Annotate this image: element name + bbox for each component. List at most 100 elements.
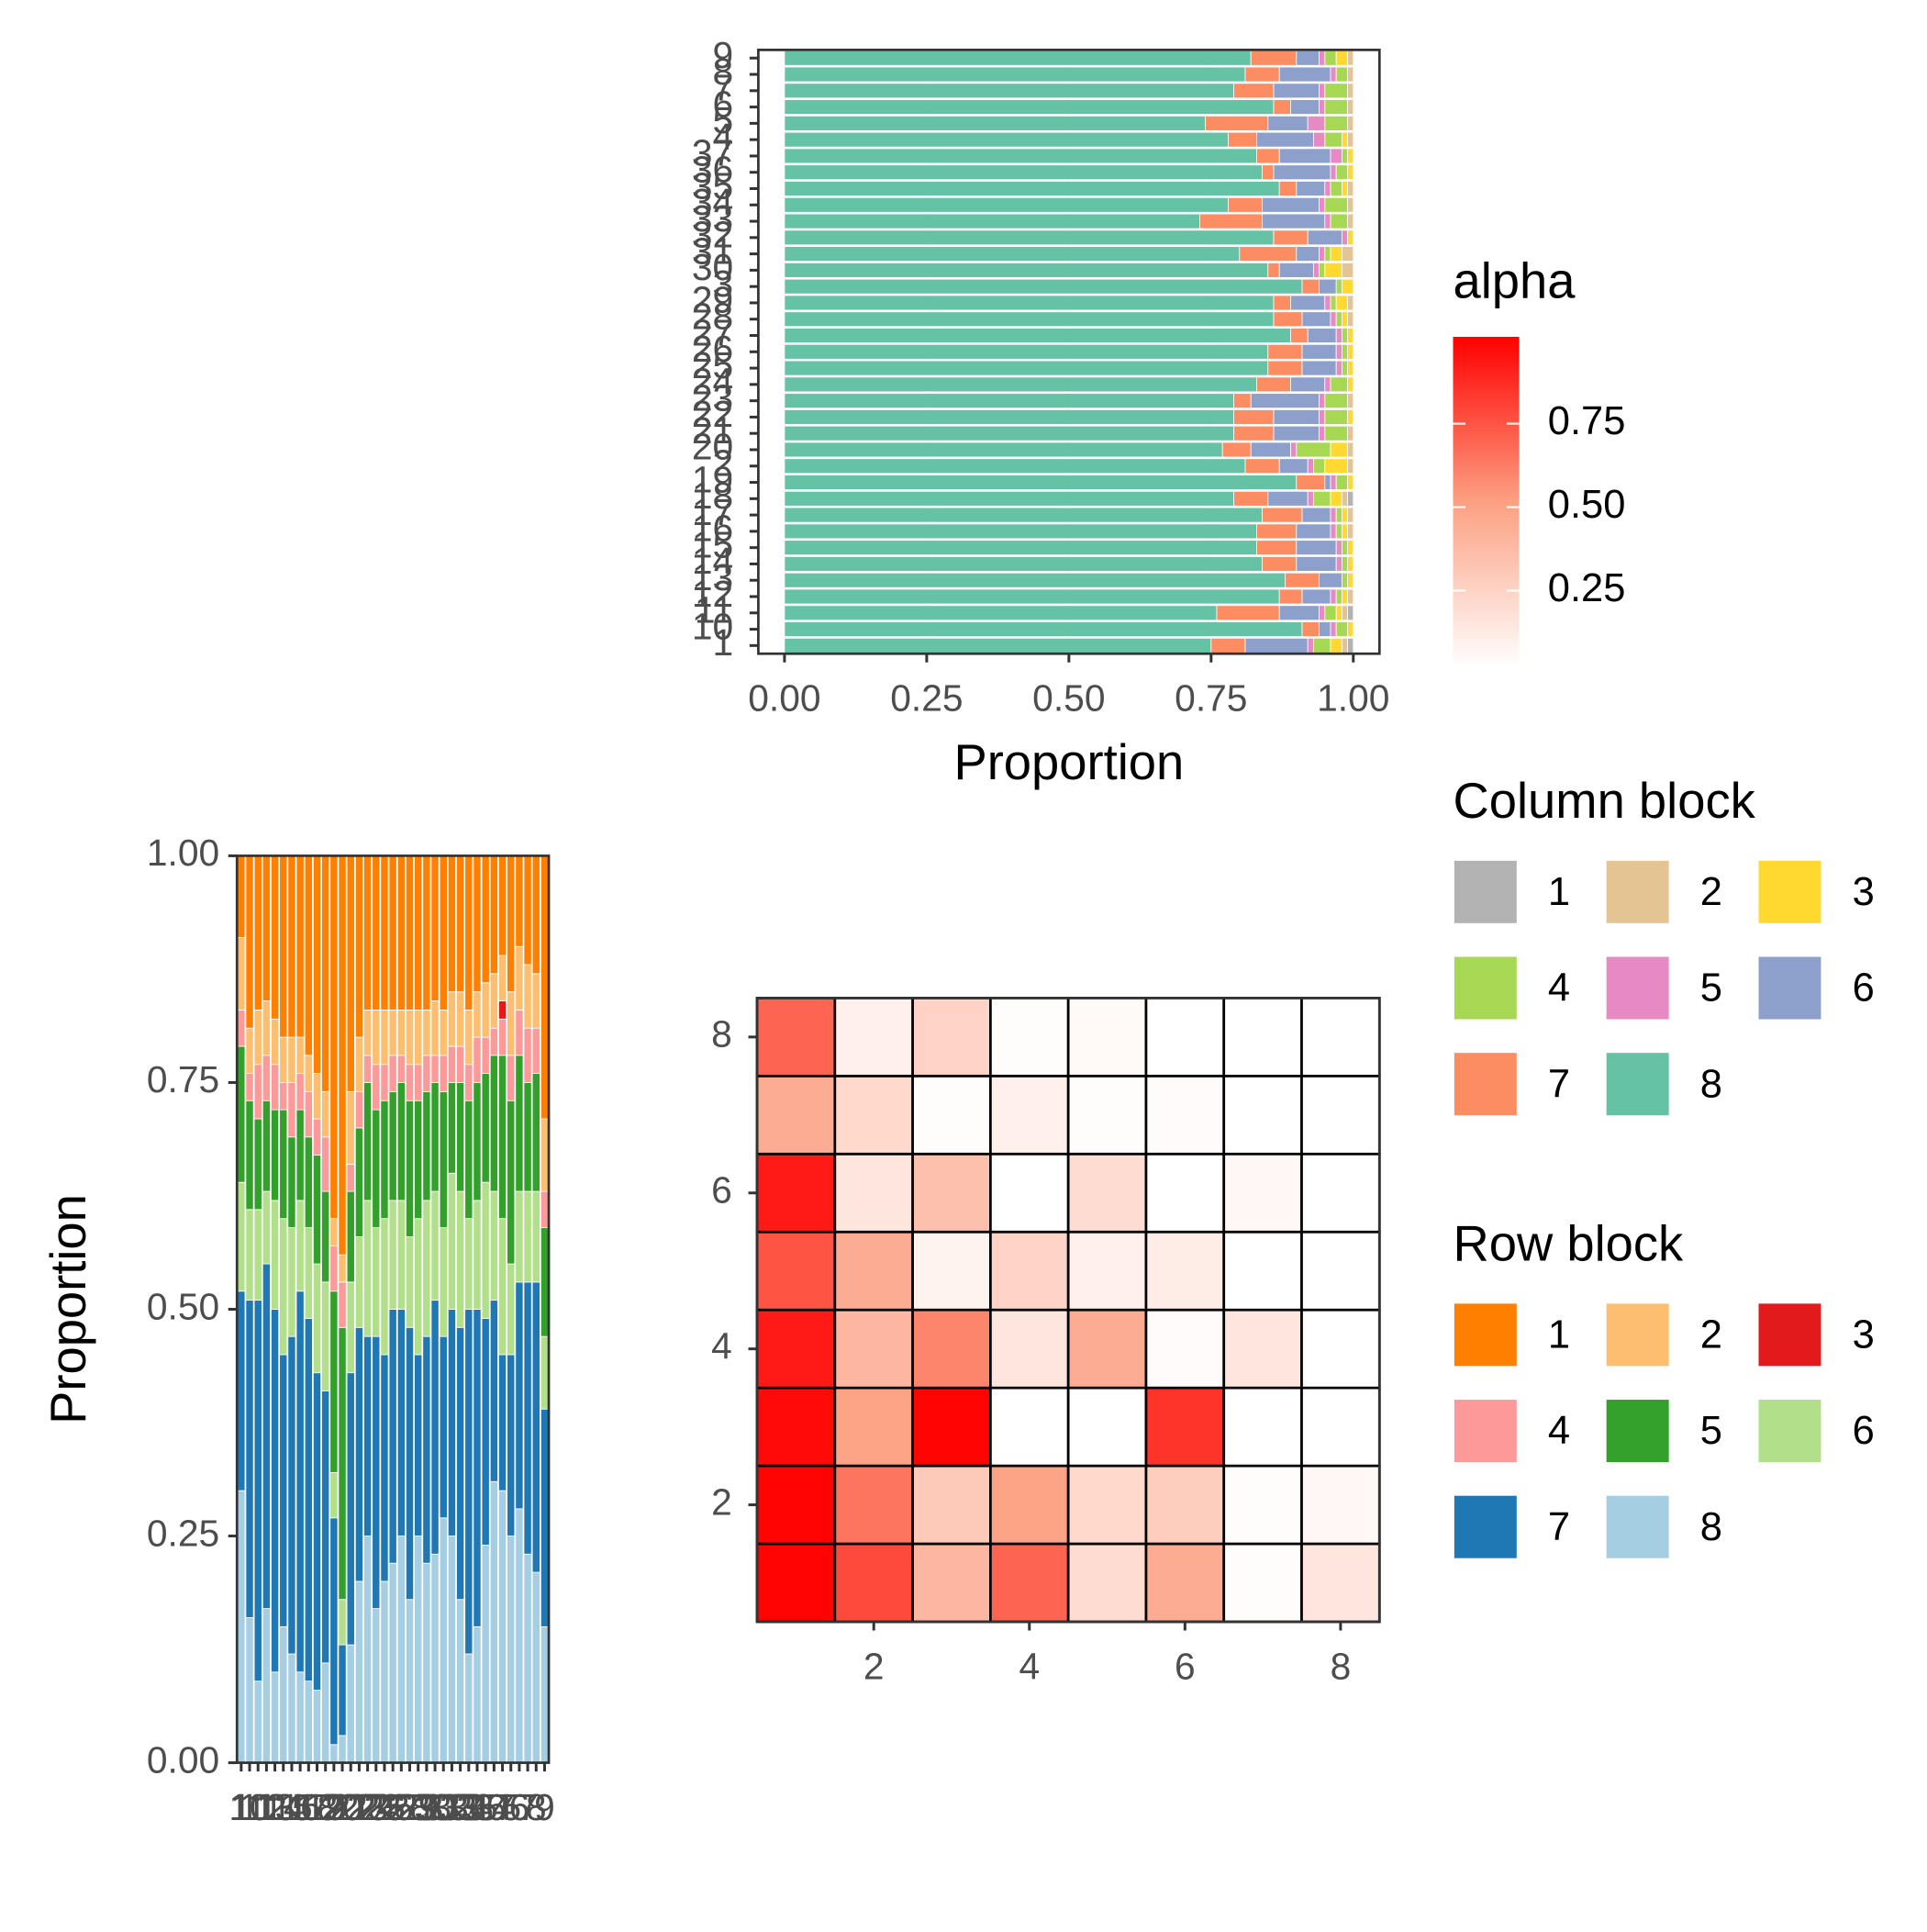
bar-segment <box>1324 376 1331 393</box>
bar-segment <box>237 1010 246 1047</box>
bar-segment <box>784 425 1235 441</box>
bar-segment <box>388 1200 397 1310</box>
y-tick-label: 36 <box>692 148 733 190</box>
bar-segment <box>372 1064 381 1111</box>
bar-segment <box>363 1335 373 1536</box>
bar-segment <box>1341 229 1348 246</box>
bar-segment <box>1307 115 1326 131</box>
bar-segment <box>245 1300 254 1618</box>
bar-segment <box>1324 181 1331 196</box>
legend-key <box>1758 1400 1821 1463</box>
bar-segment <box>1256 376 1292 393</box>
bar-segment <box>329 1218 339 1246</box>
bar-segment <box>245 1027 254 1074</box>
bar-segment <box>784 588 1280 605</box>
bar-segment <box>1347 164 1354 181</box>
bar-segment <box>338 1599 347 1646</box>
x-tick-label: 33 <box>440 1786 481 1828</box>
bar-segment <box>1347 148 1354 164</box>
bar-segment <box>464 1653 473 1763</box>
bar-segment <box>271 1064 280 1111</box>
legend-label: 1 <box>1548 870 1570 914</box>
bar-segment <box>253 855 262 1011</box>
bar-segment <box>237 1181 246 1292</box>
heat-cell <box>1066 1230 1148 1312</box>
heat-cell <box>1300 1152 1381 1234</box>
bar-segment <box>380 1218 389 1356</box>
heat-cell <box>833 1152 914 1234</box>
y-tick-label: 13 <box>692 556 733 598</box>
panel-border <box>235 854 551 1764</box>
bar-segment <box>414 1064 423 1101</box>
bar-segment <box>430 1000 440 1056</box>
heat-cell <box>1144 1308 1226 1390</box>
legend-key <box>1606 1303 1669 1367</box>
y-tick-label: 22 <box>692 393 733 435</box>
bar-segment <box>515 1190 524 1283</box>
bar-segment <box>1312 637 1331 653</box>
bar-segment <box>405 1010 415 1066</box>
x-tick-label: 0.75 <box>1175 677 1247 720</box>
bar-segment <box>321 1662 330 1763</box>
bar-segment <box>1301 360 1337 376</box>
x-tick-label: 22 <box>339 1786 380 1828</box>
colorbar-title: alpha <box>1453 252 1576 308</box>
bar-segment <box>1341 605 1348 621</box>
bar-segment <box>1262 556 1298 572</box>
bar-segment <box>515 855 524 947</box>
bar-segment <box>1307 637 1314 653</box>
bar-segment <box>456 1190 465 1328</box>
bar-segment <box>1335 507 1342 523</box>
bar-segment <box>396 855 406 1011</box>
bar-segment <box>245 855 254 1029</box>
bar-segment <box>1216 605 1280 621</box>
bar-segment <box>1256 540 1298 556</box>
bar-segment <box>498 855 507 956</box>
bar-segment <box>1273 311 1303 328</box>
bar-segment <box>784 99 1275 116</box>
heat-cell <box>833 1074 914 1156</box>
bar-segment <box>312 1155 322 1265</box>
y-tick-label: 8 <box>711 1013 732 1055</box>
bar-segment <box>515 1508 524 1763</box>
y-tick-label: 15 <box>692 523 733 565</box>
bar-segment <box>346 1372 355 1646</box>
bar-segment <box>388 1055 397 1092</box>
bar-segment <box>321 855 330 1092</box>
bar-segment <box>1233 425 1275 441</box>
bar-segment <box>1335 311 1342 328</box>
bar-segment <box>1278 148 1331 164</box>
bar-segment <box>1228 196 1264 213</box>
bar-segment <box>1319 425 1326 441</box>
y-tick-label: 25 <box>692 344 733 386</box>
bar-segment <box>1256 523 1298 540</box>
x-tick-label: 8 <box>526 1786 547 1828</box>
bar-segment <box>380 1580 389 1763</box>
bar-segment <box>515 1010 524 1056</box>
y-tick-label: 34 <box>692 181 733 223</box>
bar-segment <box>1330 376 1348 393</box>
bar-segment <box>1278 262 1314 278</box>
bar-segment <box>439 1227 448 1337</box>
bar-segment <box>1341 637 1348 653</box>
bar-segment <box>1341 523 1348 540</box>
bar-segment <box>1341 246 1354 262</box>
heat-cell <box>755 1230 837 1312</box>
bar-segment <box>1324 458 1348 475</box>
bar-segment <box>481 1181 490 1319</box>
y-tick-label: 3 <box>713 262 734 305</box>
bar-segment <box>295 1036 305 1074</box>
heat-cell <box>989 1074 1070 1156</box>
legend-label: 4 <box>1548 1409 1570 1453</box>
heat-cell <box>833 1542 914 1624</box>
bar-segment <box>456 1326 465 1601</box>
x-tick-label: 28 <box>389 1786 430 1828</box>
bar-segment <box>422 1090 431 1201</box>
bar-segment <box>1347 196 1354 213</box>
bar-segment <box>473 1082 482 1201</box>
bar-segment <box>329 1245 339 1292</box>
bar-segment <box>1347 376 1354 393</box>
y-tick-label: 10 <box>692 605 733 647</box>
y-tick-label: 26 <box>692 328 733 370</box>
bar-segment <box>784 181 1280 196</box>
